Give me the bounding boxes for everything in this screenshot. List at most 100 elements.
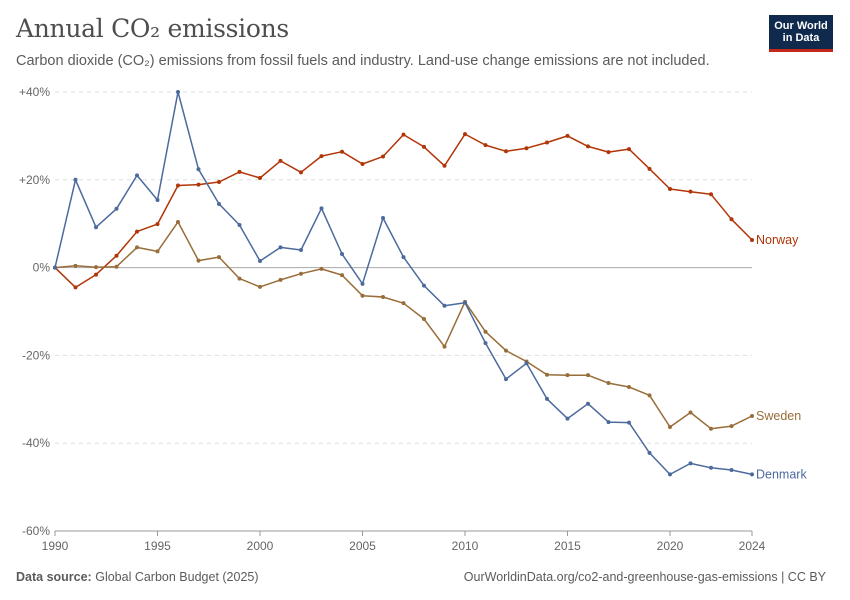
data-point-norway[interactable]	[299, 170, 303, 175]
data-point-sweden[interactable]	[340, 273, 344, 278]
data-point-denmark[interactable]	[237, 223, 242, 228]
data-point-denmark[interactable]	[114, 206, 119, 211]
data-point-sweden[interactable]	[586, 373, 590, 378]
data-point-norway[interactable]	[94, 272, 98, 277]
data-point-denmark[interactable]	[258, 259, 262, 264]
data-point-sweden[interactable]	[688, 410, 693, 415]
data-point-denmark[interactable]	[463, 300, 467, 305]
data-point-norway[interactable]	[668, 187, 672, 192]
data-point-sweden[interactable]	[258, 284, 262, 289]
data-point-norway[interactable]	[278, 158, 283, 163]
data-point-denmark[interactable]	[442, 303, 447, 308]
data-point-sweden[interactable]	[729, 424, 734, 429]
data-point-sweden[interactable]	[750, 413, 754, 418]
data-point-norway[interactable]	[709, 192, 713, 197]
data-point-norway[interactable]	[483, 143, 488, 148]
data-point-sweden[interactable]	[299, 271, 303, 276]
data-point-norway[interactable]	[524, 146, 529, 151]
data-point-sweden[interactable]	[504, 348, 508, 353]
data-point-norway[interactable]	[73, 285, 78, 290]
data-point-norway[interactable]	[176, 183, 180, 188]
data-point-norway[interactable]	[586, 144, 590, 149]
series-line-sweden[interactable]	[54, 221, 753, 430]
data-point-sweden[interactable]	[483, 329, 488, 334]
data-point-denmark[interactable]	[135, 173, 139, 178]
data-point-denmark[interactable]	[483, 341, 488, 346]
data-point-norway[interactable]	[750, 237, 754, 242]
data-point-norway[interactable]	[319, 154, 324, 159]
data-point-sweden[interactable]	[135, 245, 139, 250]
data-point-denmark[interactable]	[750, 472, 754, 477]
data-point-sweden[interactable]	[627, 385, 631, 390]
data-point-norway[interactable]	[442, 163, 447, 168]
data-point-denmark[interactable]	[217, 201, 221, 206]
data-point-denmark[interactable]	[565, 416, 570, 421]
data-point-norway[interactable]	[504, 149, 508, 154]
data-point-norway[interactable]	[545, 140, 549, 145]
data-point-norway[interactable]	[237, 169, 242, 174]
data-point-denmark[interactable]	[627, 420, 631, 425]
data-point-denmark[interactable]	[155, 197, 160, 202]
data-point-denmark[interactable]	[278, 245, 283, 250]
data-point-norway[interactable]	[155, 222, 160, 227]
data-point-norway[interactable]	[258, 176, 262, 181]
data-point-sweden[interactable]	[422, 316, 426, 321]
data-point-denmark[interactable]	[729, 467, 734, 472]
data-point-norway[interactable]	[340, 149, 344, 154]
data-point-denmark[interactable]	[299, 248, 303, 253]
series-sweden[interactable]	[53, 219, 754, 431]
data-point-denmark[interactable]	[606, 420, 611, 425]
data-point-norway[interactable]	[606, 150, 611, 155]
data-point-sweden[interactable]	[73, 263, 78, 268]
data-point-norway[interactable]	[217, 179, 221, 184]
data-point-denmark[interactable]	[647, 450, 652, 455]
data-point-denmark[interactable]	[94, 225, 98, 230]
data-source-value[interactable]: Global Carbon Budget (2025)	[95, 570, 259, 584]
source-url[interactable]: OurWorldinData.org/co2-and-greenhouse-ga…	[463, 570, 826, 584]
data-point-norway[interactable]	[688, 189, 693, 194]
data-point-norway[interactable]	[647, 166, 652, 171]
data-point-denmark[interactable]	[381, 215, 385, 220]
data-point-norway[interactable]	[463, 132, 467, 137]
data-point-norway[interactable]	[422, 144, 426, 149]
owid-logo[interactable]: Our World in Data	[769, 15, 833, 52]
series-denmark[interactable]	[53, 90, 754, 477]
data-point-norway[interactable]	[627, 147, 631, 152]
data-point-sweden[interactable]	[442, 344, 447, 349]
data-point-sweden[interactable]	[606, 381, 611, 386]
data-point-denmark[interactable]	[196, 167, 201, 172]
series-norway[interactable]	[53, 132, 754, 290]
data-point-denmark[interactable]	[688, 461, 693, 466]
data-point-denmark[interactable]	[524, 361, 529, 366]
series-line-denmark[interactable]	[54, 91, 753, 476]
data-point-sweden[interactable]	[401, 301, 406, 306]
data-point-sweden[interactable]	[381, 295, 385, 300]
data-point-norway[interactable]	[401, 132, 406, 137]
data-point-sweden[interactable]	[155, 249, 160, 254]
data-point-denmark[interactable]	[340, 251, 344, 256]
data-point-sweden[interactable]	[647, 393, 652, 398]
data-point-denmark[interactable]	[401, 255, 406, 260]
data-point-sweden[interactable]	[709, 426, 713, 431]
data-point-sweden[interactable]	[668, 424, 672, 429]
data-point-norway[interactable]	[114, 253, 119, 258]
data-point-sweden[interactable]	[278, 277, 283, 282]
data-point-norway[interactable]	[360, 161, 365, 166]
data-point-sweden[interactable]	[360, 293, 365, 298]
data-point-denmark[interactable]	[319, 206, 324, 211]
data-point-norway[interactable]	[196, 182, 201, 187]
data-point-sweden[interactable]	[196, 258, 201, 263]
data-point-sweden[interactable]	[237, 276, 242, 281]
data-point-sweden[interactable]	[565, 373, 570, 378]
data-point-denmark[interactable]	[53, 265, 57, 270]
series-label-sweden[interactable]: Sweden	[756, 409, 801, 423]
data-point-denmark[interactable]	[176, 90, 180, 94]
data-point-sweden[interactable]	[545, 372, 549, 377]
data-point-norway[interactable]	[381, 154, 385, 159]
series-line-norway[interactable]	[54, 133, 753, 289]
data-point-denmark[interactable]	[709, 465, 713, 470]
data-point-sweden[interactable]	[114, 264, 119, 269]
data-point-denmark[interactable]	[668, 472, 672, 477]
series-label-denmark[interactable]: Denmark	[756, 467, 807, 481]
data-point-sweden[interactable]	[176, 219, 180, 224]
